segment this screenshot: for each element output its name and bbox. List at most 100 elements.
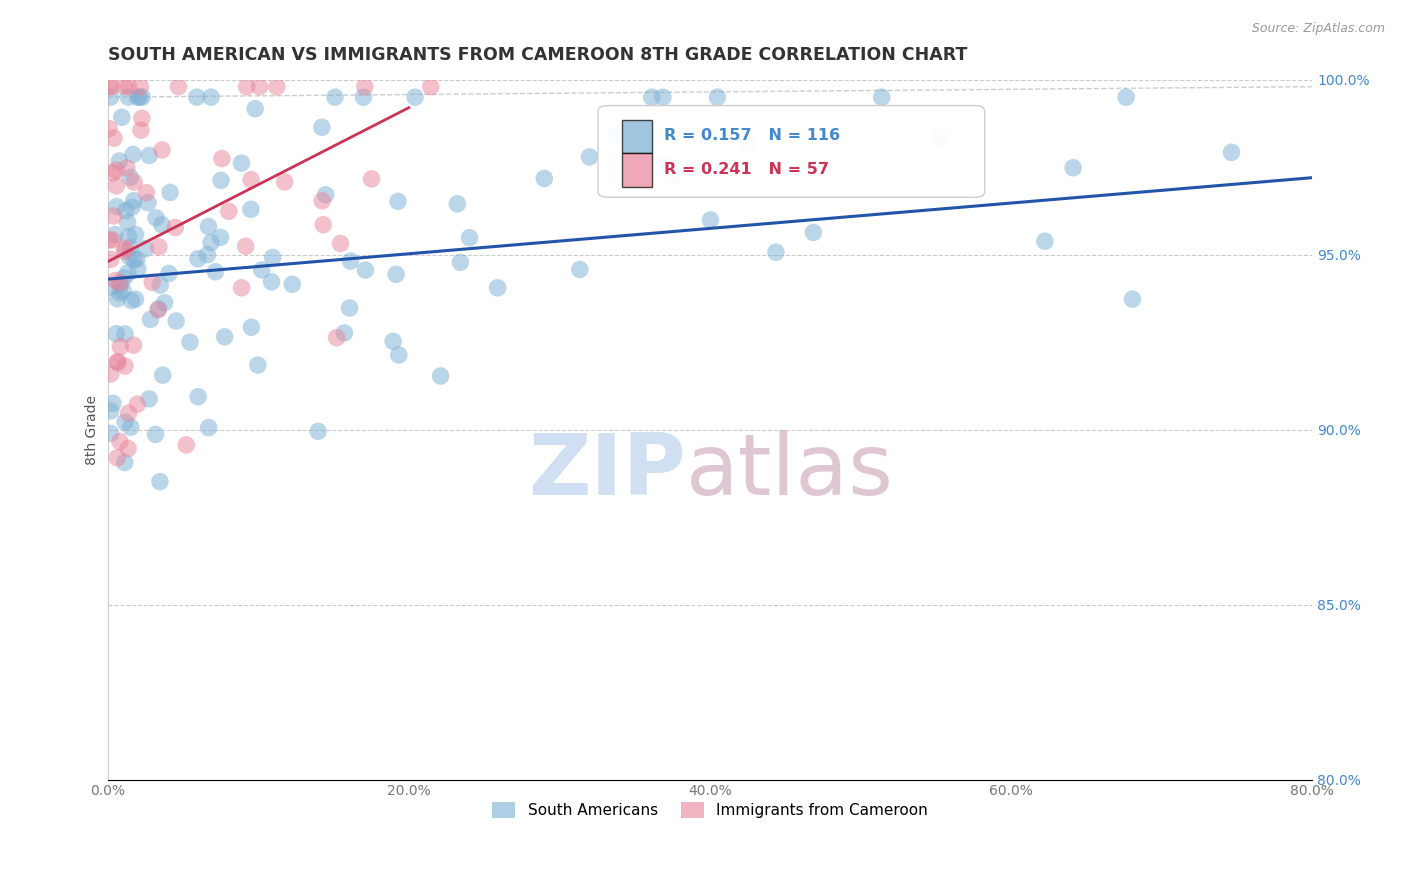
Immigrants from Cameroon <box>141 276 163 290</box>
Immigrants from Cameroon <box>419 79 441 94</box>
South Americans <box>458 230 481 244</box>
Immigrants from Cameroon <box>101 166 124 180</box>
South Americans <box>127 90 149 104</box>
Immigrants from Cameroon <box>131 112 153 126</box>
South Americans <box>1062 161 1084 175</box>
South Americans <box>134 242 156 256</box>
South Americans <box>765 245 787 260</box>
South Americans <box>231 156 253 170</box>
South Americans <box>353 90 375 104</box>
South Americans <box>152 368 174 383</box>
South Americans <box>100 404 122 418</box>
Immigrants from Cameroon <box>114 244 136 259</box>
Text: Source: ZipAtlas.com: Source: ZipAtlas.com <box>1251 22 1385 36</box>
South Americans <box>568 262 591 277</box>
South Americans <box>117 90 139 104</box>
South Americans <box>139 312 162 326</box>
South Americans <box>250 263 273 277</box>
Immigrants from Cameroon <box>129 79 152 94</box>
South Americans <box>801 226 824 240</box>
South Americans <box>1121 292 1143 306</box>
South Americans <box>125 252 148 266</box>
South Americans <box>429 369 451 384</box>
South Americans <box>114 456 136 470</box>
South Americans <box>117 266 139 280</box>
Immigrants from Cameroon <box>235 239 257 253</box>
South Americans <box>1033 234 1056 248</box>
South Americans <box>124 227 146 242</box>
South Americans <box>200 90 222 104</box>
Immigrants from Cameroon <box>167 79 190 94</box>
Immigrants from Cameroon <box>105 450 128 465</box>
Immigrants from Cameroon <box>114 79 136 94</box>
South Americans <box>117 229 139 244</box>
South Americans <box>214 330 236 344</box>
Immigrants from Cameroon <box>231 281 253 295</box>
Y-axis label: 8th Grade: 8th Grade <box>86 394 100 465</box>
Immigrants from Cameroon <box>114 241 136 255</box>
Immigrants from Cameroon <box>127 397 149 411</box>
South Americans <box>307 425 329 439</box>
South Americans <box>243 102 266 116</box>
Immigrants from Cameroon <box>117 79 139 94</box>
South Americans <box>157 267 180 281</box>
South Americans <box>149 278 172 293</box>
Immigrants from Cameroon <box>107 356 129 370</box>
Immigrants from Cameroon <box>135 186 157 200</box>
Immigrants from Cameroon <box>174 438 197 452</box>
South Americans <box>100 280 122 294</box>
South Americans <box>260 275 283 289</box>
South Americans <box>209 230 232 244</box>
South Americans <box>110 277 132 292</box>
Immigrants from Cameroon <box>104 273 127 287</box>
South Americans <box>122 252 145 267</box>
South Americans <box>145 427 167 442</box>
Immigrants from Cameroon <box>98 233 121 247</box>
Immigrants from Cameroon <box>122 338 145 352</box>
South Americans <box>120 293 142 308</box>
South Americans <box>107 292 129 306</box>
FancyBboxPatch shape <box>621 120 652 153</box>
South Americans <box>603 128 626 143</box>
South Americans <box>1220 145 1243 160</box>
South Americans <box>145 211 167 225</box>
Text: SOUTH AMERICAN VS IMMIGRANTS FROM CAMEROON 8TH GRADE CORRELATION CHART: SOUTH AMERICAN VS IMMIGRANTS FROM CAMERO… <box>108 46 967 64</box>
Immigrants from Cameroon <box>117 406 139 420</box>
South Americans <box>124 292 146 306</box>
Text: R = 0.157   N = 116: R = 0.157 N = 116 <box>664 128 841 143</box>
South Americans <box>149 475 172 489</box>
South Americans <box>197 248 219 262</box>
South Americans <box>112 271 135 285</box>
Immigrants from Cameroon <box>115 161 138 175</box>
Immigrants from Cameroon <box>122 175 145 189</box>
South Americans <box>354 263 377 277</box>
South Americans <box>446 197 468 211</box>
South Americans <box>120 170 142 185</box>
Immigrants from Cameroon <box>107 354 129 368</box>
FancyBboxPatch shape <box>621 153 652 186</box>
Immigrants from Cameroon <box>100 252 122 267</box>
South Americans <box>111 110 134 124</box>
South Americans <box>148 301 170 316</box>
South Americans <box>654 155 676 169</box>
Immigrants from Cameroon <box>165 220 187 235</box>
South Americans <box>339 254 361 268</box>
South Americans <box>121 200 143 214</box>
South Americans <box>165 314 187 328</box>
South Americans <box>197 420 219 434</box>
Immigrants from Cameroon <box>108 276 131 290</box>
South Americans <box>159 186 181 200</box>
South Americans <box>333 326 356 340</box>
Legend: South Americans, Immigrants from Cameroon: South Americans, Immigrants from Cameroo… <box>486 797 934 824</box>
Immigrants from Cameroon <box>100 79 122 94</box>
Immigrants from Cameroon <box>329 236 352 251</box>
South Americans <box>114 415 136 429</box>
South Americans <box>179 335 201 350</box>
South Americans <box>200 235 222 250</box>
South Americans <box>651 90 673 104</box>
South Americans <box>187 252 209 266</box>
Immigrants from Cameroon <box>266 79 288 94</box>
Text: R = 0.241   N = 57: R = 0.241 N = 57 <box>664 161 830 177</box>
South Americans <box>262 251 284 265</box>
South Americans <box>404 90 426 104</box>
